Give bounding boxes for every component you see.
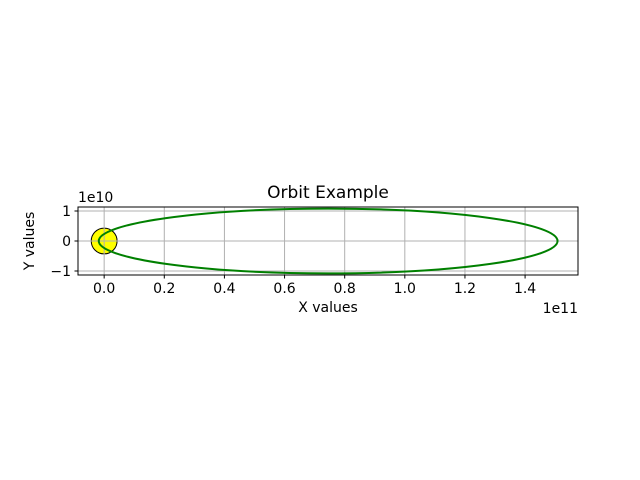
x-tick-label: 0.0 [93,281,115,297]
orbit-path [97,207,559,275]
ticks-layer: 0.0 0.2 0.4 0.6 0.8 1.0 1.2 1.4 −1 0 1 [50,204,536,297]
x-tick-label: 0.4 [213,281,235,297]
chart-title: Orbit Example [267,183,389,203]
x-tick-label: 1.4 [514,281,536,297]
x-tick-label: 0.6 [273,281,295,297]
y-axis-offset-label: 1e10 [78,190,113,206]
x-axis-label: X values [298,300,358,316]
y-tick-label: −1 [50,264,71,280]
x-tick-label: 1.0 [394,281,416,297]
x-tick-label: 0.8 [334,281,356,297]
y-axis-label: Y values [22,212,38,272]
x-axis-offset-label: 1e11 [543,301,578,317]
y-tick-label: 1 [62,204,71,220]
line-layer [97,207,559,275]
x-tick-label: 0.2 [153,281,175,297]
y-tick-label: 0 [62,234,71,250]
x-tick-label: 1.2 [454,281,476,297]
grid-layer [78,207,578,275]
